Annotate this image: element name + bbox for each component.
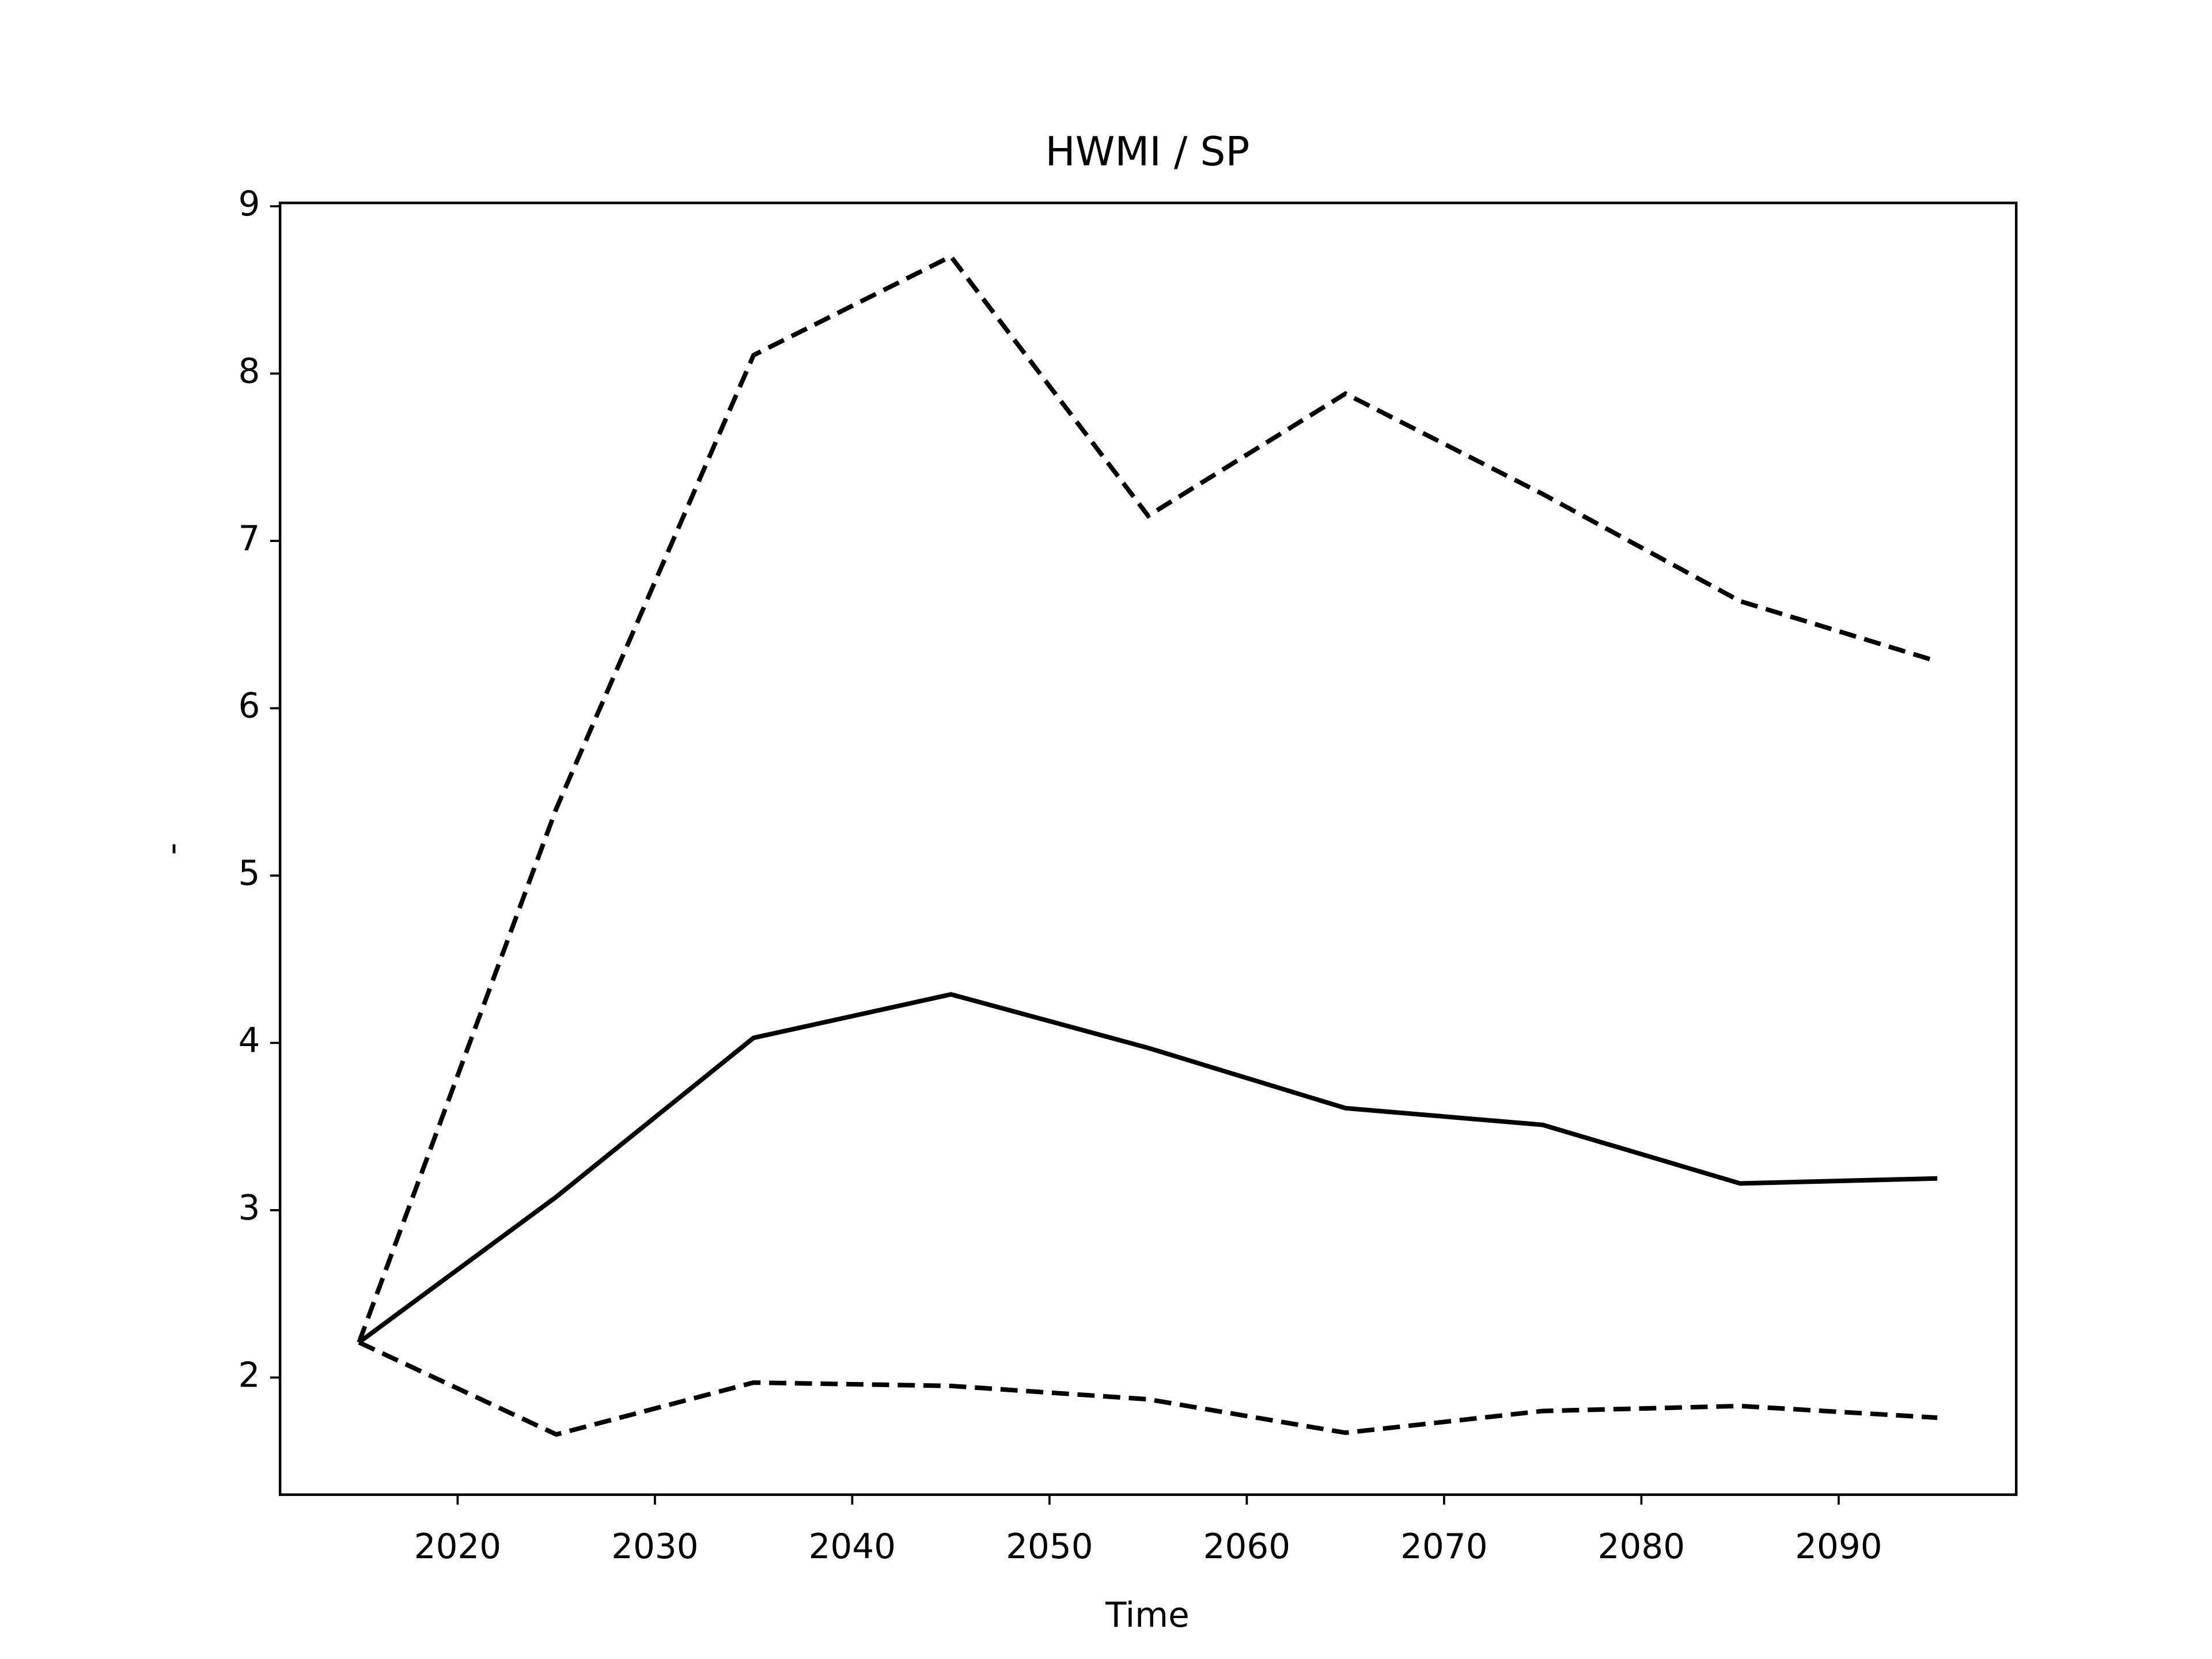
y-tick-label: 7	[238, 519, 260, 559]
y-axis-label: -	[153, 843, 192, 855]
chart-title: HWMI / SP	[1046, 129, 1250, 175]
data-line	[357, 992, 1938, 1344]
y-tick-label: 3	[238, 1188, 260, 1228]
x-axis-label: Time	[1105, 1596, 1190, 1635]
x-tick-label: 2060	[1203, 1527, 1290, 1567]
data-line	[357, 253, 1938, 1343]
y-tick-label: 5	[238, 854, 260, 893]
y-tick-label: 9	[238, 184, 260, 224]
x-tick-label: 2090	[1795, 1527, 1882, 1567]
x-tick-label: 2040	[809, 1527, 896, 1567]
x-tick-label: 2020	[414, 1527, 501, 1567]
x-tick-label: 2070	[1400, 1527, 1487, 1567]
y-tick-label: 4	[238, 1021, 260, 1061]
y-tick-label: 2	[238, 1356, 260, 1396]
y-tick-label: 6	[238, 687, 260, 726]
x-tick-label: 2050	[1006, 1527, 1093, 1567]
x-tick-label: 2080	[1598, 1527, 1685, 1567]
plot-frame	[278, 202, 2018, 1496]
y-tick-label: 8	[238, 352, 260, 392]
data-line	[358, 1340, 1938, 1437]
x-tick-label: 2030	[611, 1527, 698, 1567]
